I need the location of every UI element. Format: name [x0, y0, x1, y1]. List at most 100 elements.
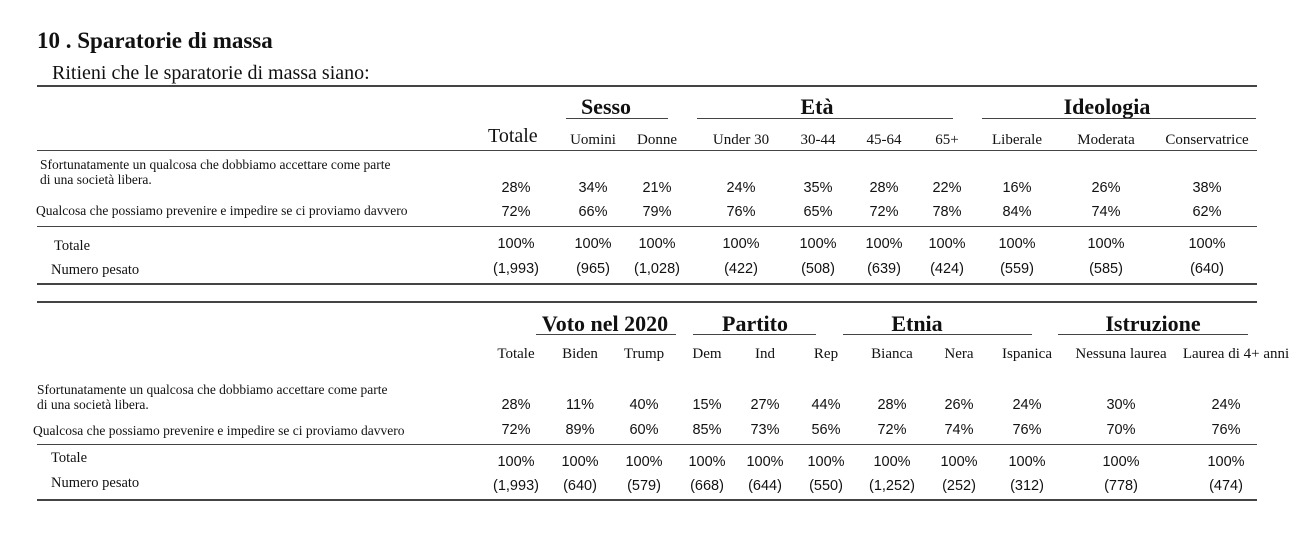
p1-cell-weighted-3: (422)	[724, 261, 758, 277]
group-header-sesso: Sesso	[580, 94, 632, 119]
p2-cell-r2-6: 72%	[877, 422, 907, 438]
p1-cell-r1-4: 35%	[803, 180, 833, 196]
p2-cell-total-10: 100%	[1207, 454, 1245, 470]
question-text: Ritieni che le sparatorie di massa siano…	[52, 62, 370, 84]
column-header-p1-9: Conservatrice	[1165, 132, 1249, 148]
p2-cell-total-1: 100%	[561, 454, 599, 470]
p2-cell-weighted-4: (644)	[748, 478, 782, 494]
p2-cell-r2-10: 76%	[1211, 422, 1241, 438]
p1-cell-weighted-0: (1,993)	[493, 261, 539, 277]
p2-cell-weighted-6: (1,252)	[869, 478, 915, 494]
row-label-accept-2-line2: di una società libera.	[37, 397, 149, 412]
p1-cell-r2-9: 62%	[1192, 204, 1222, 220]
panel2-bottom-rule	[37, 499, 1257, 501]
p1-cell-total-7: 100%	[998, 236, 1036, 252]
row-label-weighted: Numero pesato	[51, 262, 140, 278]
p2-cell-r1-8: 24%	[1012, 397, 1042, 413]
p2-cell-weighted-3: (668)	[690, 478, 724, 494]
p1-cell-total-3: 100%	[722, 236, 760, 252]
row-label-accept-line2: di una società libera.	[40, 172, 152, 187]
p2-cell-r1-1: 11%	[566, 397, 594, 413]
p1-cell-weighted-1: (965)	[576, 261, 610, 277]
p2-cell-r1-3: 15%	[692, 397, 722, 413]
p2-cell-weighted-8: (312)	[1010, 478, 1044, 494]
panel2-top-rule	[37, 301, 1257, 303]
p1-cell-r2-1: 66%	[578, 204, 608, 220]
p2-cell-weighted-1: (640)	[563, 478, 597, 494]
column-header-p2-5: Ind	[755, 346, 775, 362]
column-header-p1-5: 45-64	[866, 132, 902, 148]
p2-cell-r1-6: 28%	[877, 397, 907, 413]
panel2-body-rule	[37, 444, 1257, 445]
p1-cell-r1-2: 21%	[642, 180, 672, 196]
p1-cell-weighted-4: (508)	[801, 261, 835, 277]
column-header-p2-7: Bianca	[871, 346, 913, 362]
column-header-p2-6: Rep	[813, 346, 839, 362]
p1-cell-total-9: 100%	[1188, 236, 1226, 252]
group-header-ideologia: Ideologia	[1063, 94, 1151, 119]
column-header-p1-3: Under 30	[712, 132, 770, 148]
column-header-p2-4: Dem	[692, 346, 722, 362]
column-header-p2-3: Trump	[623, 346, 665, 362]
column-header-p2-11: Laurea di 4+ anni	[1182, 346, 1290, 362]
p2-cell-r2-9: 70%	[1106, 422, 1136, 438]
p2-cell-r1-2: 40%	[629, 397, 659, 413]
panel1-body-rule	[37, 226, 1257, 227]
group-rule-ideologia	[982, 118, 1256, 119]
group-rule-partito	[693, 334, 816, 335]
p1-cell-r2-6: 78%	[932, 204, 962, 220]
p2-cell-r1-4: 27%	[750, 397, 780, 413]
p2-cell-weighted-0: (1,993)	[493, 478, 539, 494]
panel1-bottom-rule	[37, 283, 1257, 285]
row-label-total-2: Totale	[51, 450, 88, 466]
p1-cell-weighted-6: (424)	[930, 261, 964, 277]
column-header-totale: Totale	[488, 125, 538, 147]
group-header-etnia: Etnia	[891, 311, 943, 336]
p1-cell-total-5: 100%	[865, 236, 903, 252]
p2-cell-r2-8: 76%	[1012, 422, 1042, 438]
p2-cell-r2-4: 73%	[750, 422, 780, 438]
row-label-weighted-2: Numero pesato	[51, 475, 140, 491]
row-label-accept-2: Sfortunatamente un qualcosa che dobbiamo…	[37, 382, 387, 412]
group-header-voto-2020: Voto nel 2020	[541, 311, 669, 336]
row-label-accept-2-line1: Sfortunatamente un qualcosa che dobbiamo…	[37, 382, 388, 397]
p2-cell-r2-2: 60%	[629, 422, 659, 438]
column-header-p2-2: Biden	[562, 346, 598, 362]
column-header-p2-10: Nessuna laurea	[1075, 346, 1167, 362]
p2-cell-r1-0: 28%	[501, 397, 531, 413]
row-label-total: Totale	[54, 238, 91, 254]
p1-cell-r1-9: 38%	[1192, 180, 1222, 196]
p1-cell-r2-7: 84%	[1002, 204, 1032, 220]
p2-cell-weighted-10: (474)	[1209, 478, 1243, 494]
p1-cell-r1-1: 34%	[578, 180, 608, 196]
p1-cell-weighted-8: (585)	[1089, 261, 1123, 277]
p1-cell-r2-0: 72%	[501, 204, 531, 220]
column-header-p2-8: Nera	[944, 346, 974, 362]
p1-cell-r2-5: 72%	[869, 204, 899, 220]
column-header-p1-8: Moderata	[1077, 132, 1135, 148]
group-rule-voto	[536, 334, 676, 335]
section-title: 10 . Sparatorie di massa	[37, 28, 273, 53]
p2-cell-total-7: 100%	[940, 454, 978, 470]
p2-cell-r1-5: 44%	[811, 397, 841, 413]
p1-cell-weighted-7: (559)	[1000, 261, 1034, 277]
p1-cell-r2-4: 65%	[803, 204, 833, 220]
column-header-p1-2: Donne	[637, 132, 677, 148]
p2-cell-weighted-7: (252)	[942, 478, 976, 494]
p2-cell-total-4: 100%	[746, 454, 784, 470]
group-rule-istruzione	[1058, 334, 1248, 335]
p1-cell-total-2: 100%	[638, 236, 676, 252]
p2-cell-total-3: 100%	[688, 454, 726, 470]
group-rule-eta	[697, 118, 953, 119]
p2-cell-total-6: 100%	[873, 454, 911, 470]
group-header-eta: Età	[800, 94, 834, 119]
panel1-header-rule	[37, 150, 1257, 151]
p1-cell-total-0: 100%	[497, 236, 535, 252]
p2-cell-total-8: 100%	[1008, 454, 1046, 470]
p2-cell-r2-3: 85%	[692, 422, 722, 438]
p2-cell-r2-7: 74%	[944, 422, 974, 438]
p1-cell-r1-8: 26%	[1091, 180, 1121, 196]
p1-cell-weighted-2: (1,028)	[634, 261, 680, 277]
p2-cell-total-5: 100%	[807, 454, 845, 470]
row-label-accept-line1: Sfortunatamente un qualcosa che dobbiamo…	[40, 157, 391, 172]
